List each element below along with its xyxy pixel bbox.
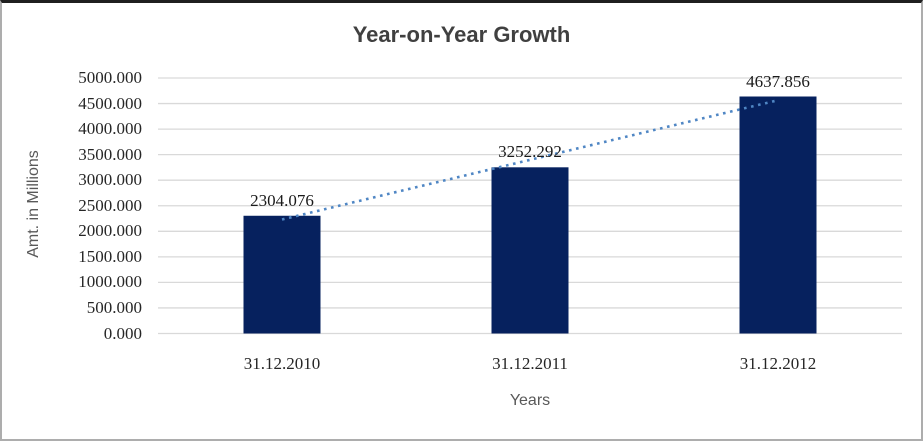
- x-axis-category-label: 31.12.2011: [492, 354, 568, 373]
- y-axis-tick-label: 2500.000: [78, 195, 142, 215]
- y-axis-tick-label: 2000.000: [78, 221, 142, 241]
- bar-data-label: 2304.076: [250, 190, 314, 210]
- bar: [243, 215, 321, 334]
- bar-data-label: 4637.856: [746, 71, 810, 91]
- y-axis-tick-label: 4000.000: [78, 119, 142, 139]
- y-axis-tick-label: 4500.000: [78, 93, 142, 113]
- chart-title: Year-on-Year Growth: [352, 22, 571, 47]
- bar: [491, 167, 569, 334]
- y-axis-tick-label: 500.000: [86, 297, 142, 317]
- y-axis-tick-label: 1000.000: [78, 272, 142, 292]
- y-axis-tick-label: 0.000: [103, 323, 142, 343]
- plot-area: [158, 77, 902, 335]
- trendline: [281, 98, 779, 221]
- x-axis-title: Years: [509, 392, 551, 409]
- y-axis-tick-label: 5000.000: [78, 68, 142, 87]
- x-axis-category-label: 31.12.2012: [739, 354, 817, 373]
- y-axis-tick-label: 3000.000: [78, 170, 142, 190]
- x-axis-category-label: 31.12.2010: [243, 354, 321, 373]
- y-axis-tick-label: 1500.000: [78, 246, 142, 266]
- bar-data-label: 3252.292: [498, 142, 562, 162]
- y-axis-tick-label: 3500.000: [78, 144, 142, 164]
- bar: [739, 96, 817, 334]
